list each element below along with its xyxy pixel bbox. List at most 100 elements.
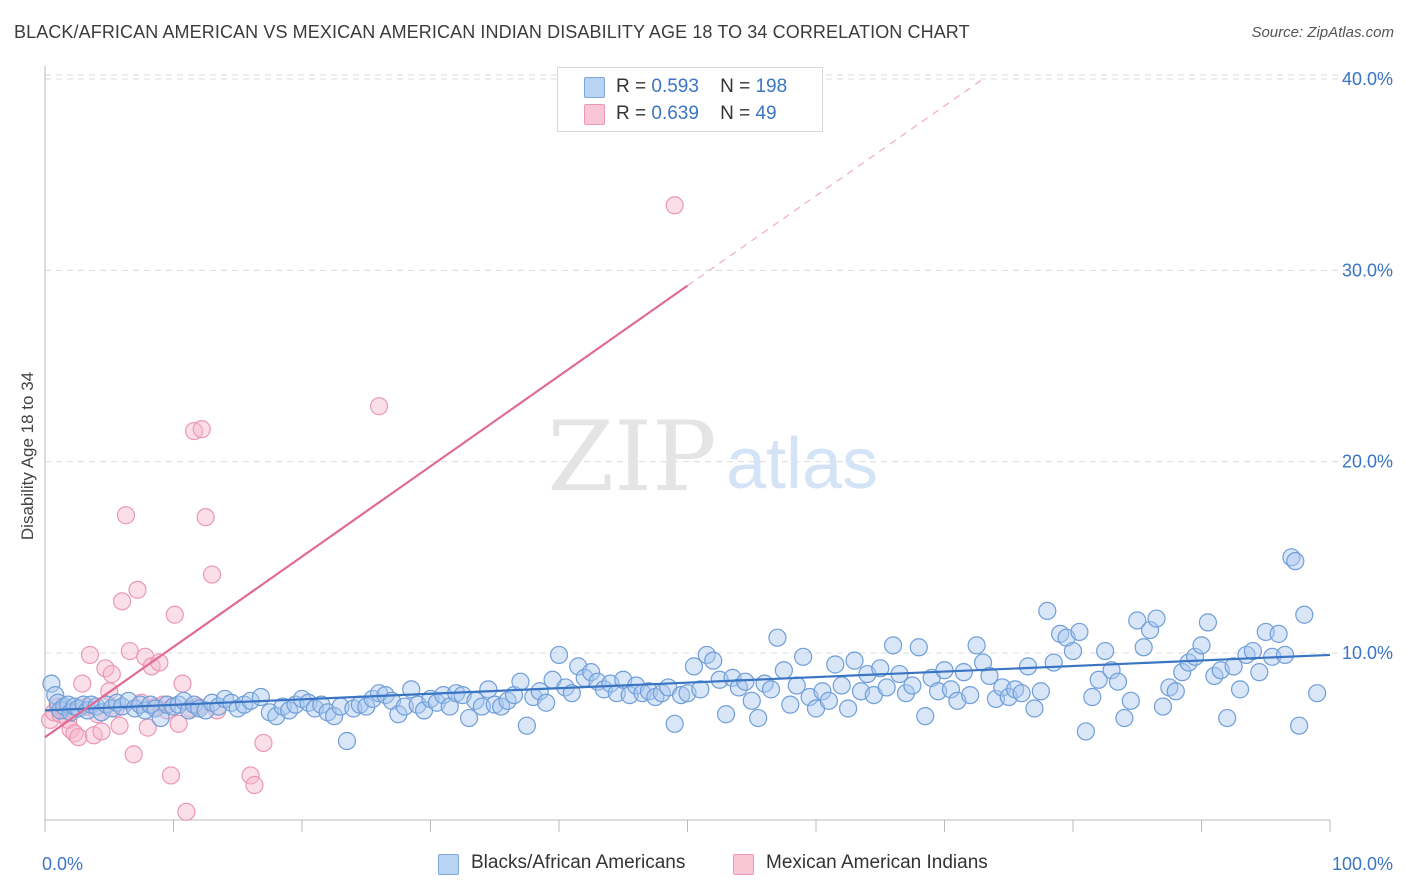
data-point-blacks-african-americans — [459, 708, 479, 728]
data-point-blacks-african-americans — [1063, 641, 1083, 661]
data-point-blacks-african-americans — [768, 628, 787, 647]
data-point-blacks-african-americans — [941, 680, 961, 699]
legend-swatch-pink — [584, 104, 605, 125]
data-point-blacks-african-americans — [691, 680, 710, 699]
chart-source: Source: ZipAtlas.com — [1251, 24, 1394, 41]
watermark-atlas: atlas — [726, 424, 878, 504]
data-point-blacks-african-americans — [1076, 722, 1095, 741]
x-tick-label: 0.0% — [42, 854, 83, 874]
data-point-blacks-african-americans — [684, 657, 704, 676]
legend-n-value: 49 — [755, 103, 777, 124]
y-tick-label: 30.0% — [1342, 260, 1393, 280]
data-point-mexican-american-indians — [192, 420, 211, 439]
legend-n-value: 198 — [755, 76, 788, 97]
data-point-blacks-african-americans — [1192, 636, 1211, 655]
legend-n-label: N = — [720, 103, 751, 124]
data-point-blacks-african-americans — [916, 707, 935, 726]
data-point-blacks-african-americans — [1230, 680, 1250, 699]
data-point-blacks-african-americans — [1070, 622, 1089, 642]
data-point-blacks-african-americans — [1224, 657, 1243, 676]
data-point-blacks-african-americans — [1166, 682, 1185, 701]
data-point-blacks-african-americans — [1134, 638, 1153, 657]
data-point-blacks-african-americans — [967, 636, 986, 655]
data-point-blacks-african-americans — [1290, 716, 1309, 735]
data-point-blacks-african-americans — [1243, 641, 1263, 661]
data-point-blacks-african-americans — [1128, 611, 1147, 630]
data-point-blacks-african-americans — [794, 647, 813, 666]
data-point-blacks-african-americans — [1269, 624, 1288, 643]
data-point-blacks-african-americans — [1308, 684, 1327, 703]
y-tick-label: 20.0% — [1342, 452, 1393, 472]
correlation-legend: R = 0.593 N = 198 R = 0.639 N = 49 — [557, 67, 823, 132]
trend-lines — [44, 78, 1331, 739]
data-point-blacks-african-americans — [479, 680, 498, 699]
data-point-blacks-african-americans — [1089, 670, 1108, 689]
data-point-mexican-american-indians — [254, 733, 273, 753]
data-point-mexican-american-indians — [370, 397, 389, 416]
trend-line-extension-mexican-american-indians — [687, 78, 984, 287]
data-point-blacks-african-americans — [130, 695, 150, 714]
data-point-blacks-african-americans — [877, 678, 896, 697]
data-point-mexican-american-indians — [116, 506, 136, 525]
grid-lines — [45, 74, 1392, 654]
data-point-mexican-american-indians — [202, 565, 222, 584]
series-blacks-african-americans — [42, 548, 1327, 751]
data-point-mexican-american-indians — [196, 508, 215, 527]
data-point-blacks-african-americans — [42, 674, 61, 693]
data-point-mexican-american-indians — [124, 745, 143, 764]
data-point-blacks-african-americans — [1115, 708, 1134, 728]
data-point-blacks-african-americans — [749, 708, 768, 728]
bottom-legend-swatch-blue — [438, 854, 459, 875]
data-point-mexican-american-indians — [165, 605, 184, 624]
chart-title: BLACK/AFRICAN AMERICAN VS MEXICAN AMERIC… — [14, 22, 970, 42]
data-point-blacks-african-americans — [1121, 691, 1140, 710]
data-point-blacks-african-americans — [1218, 708, 1237, 728]
data-point-blacks-african-americans — [832, 676, 851, 695]
data-point-blacks-african-americans — [1102, 661, 1121, 680]
data-point-mexican-american-indians — [120, 641, 139, 661]
data-point-blacks-african-americans — [665, 714, 684, 733]
data-point-blacks-african-americans — [839, 699, 858, 718]
data-point-blacks-african-americans — [819, 691, 838, 710]
legend-r-label: R = — [616, 76, 647, 97]
data-point-mexican-american-indians — [173, 674, 192, 693]
data-point-blacks-african-americans — [704, 651, 723, 670]
tick-labels: 10.0% 20.0% 30.0% 40.0% 0.0% 100.0% — [42, 69, 1393, 874]
axes — [44, 66, 1331, 832]
bottom-legend-swatch-pink — [733, 854, 754, 875]
data-point-blacks-african-americans — [813, 682, 832, 701]
data-point-blacks-african-americans — [1275, 645, 1295, 665]
data-point-blacks-african-americans — [251, 687, 270, 707]
data-point-blacks-african-americans — [980, 666, 999, 686]
y-tick-label: 40.0% — [1342, 69, 1393, 89]
data-point-blacks-african-americans — [582, 663, 601, 682]
data-point-blacks-african-americans — [1038, 601, 1057, 621]
legend-r-value: 0.593 — [651, 76, 699, 97]
data-point-blacks-african-americans — [961, 685, 980, 705]
data-point-blacks-african-americans — [146, 699, 165, 718]
data-point-blacks-african-americans — [954, 663, 973, 682]
data-point-blacks-african-americans — [909, 638, 928, 657]
bottom-legend-label-pink: Mexican American Indians — [766, 852, 988, 873]
data-point-blacks-african-americans — [761, 680, 781, 699]
watermark: ZIP atlas — [547, 401, 878, 513]
data-point-blacks-african-americans — [1083, 687, 1102, 707]
data-point-mexican-american-indians — [241, 766, 260, 785]
data-point-mexican-american-indians — [69, 728, 88, 747]
data-point-mexican-american-indians — [245, 775, 264, 795]
trend-line-blacks-african-americans — [44, 653, 1331, 712]
data-point-mexican-american-indians — [102, 664, 121, 684]
trend-line-mexican-american-indians — [44, 284, 689, 739]
data-point-blacks-african-americans — [1031, 682, 1050, 701]
data-point-blacks-african-americans — [1044, 653, 1063, 672]
data-point-mexican-american-indians — [110, 716, 129, 735]
watermark-zip: ZIP — [547, 401, 716, 513]
data-point-blacks-african-americans — [1198, 613, 1218, 632]
data-point-blacks-african-americans — [1147, 609, 1166, 628]
data-point-mexican-american-indians — [161, 766, 181, 785]
data-point-mexican-american-indians — [665, 196, 684, 215]
legend-r-label: R = — [616, 103, 647, 124]
data-point-mexican-american-indians — [80, 645, 100, 665]
data-point-blacks-african-americans — [1012, 684, 1031, 703]
